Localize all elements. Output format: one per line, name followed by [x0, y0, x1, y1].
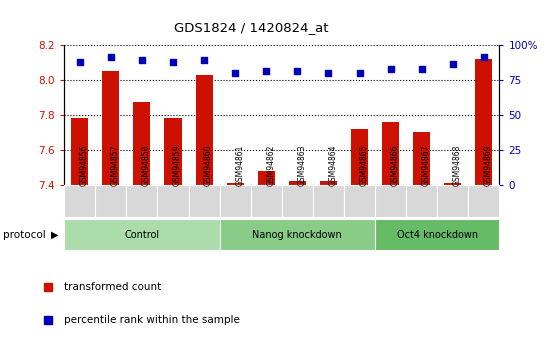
Bar — [195, 75, 213, 185]
Bar — [406, 185, 437, 217]
Bar — [64, 185, 95, 217]
Bar — [157, 185, 189, 217]
Point — [44, 317, 52, 323]
Point — [75, 59, 84, 65]
Text: GSM94862: GSM94862 — [266, 145, 275, 186]
Text: GSM94856: GSM94856 — [80, 145, 89, 186]
Point — [107, 55, 116, 60]
Bar — [382, 122, 399, 185]
Bar — [468, 185, 499, 217]
Text: GSM94865: GSM94865 — [359, 145, 368, 186]
Text: GSM94864: GSM94864 — [329, 145, 338, 186]
Bar — [227, 183, 244, 185]
Text: GSM94863: GSM94863 — [297, 145, 306, 186]
Point — [448, 62, 457, 67]
Point — [44, 284, 52, 290]
Point — [200, 58, 209, 63]
Bar — [475, 59, 492, 185]
Bar — [413, 132, 430, 185]
Point — [355, 70, 364, 76]
Text: GSM94860: GSM94860 — [204, 145, 213, 186]
Point — [230, 70, 239, 76]
Text: GSM94869: GSM94869 — [484, 145, 493, 186]
Bar — [133, 102, 151, 185]
Bar — [126, 185, 157, 217]
Text: GSM94857: GSM94857 — [111, 145, 120, 186]
Point — [293, 69, 302, 74]
Point — [262, 69, 271, 74]
Text: protocol: protocol — [3, 230, 46, 239]
Bar — [344, 185, 375, 217]
Text: GSM94866: GSM94866 — [391, 145, 400, 186]
Text: GDS1824 / 1420824_at: GDS1824 / 1420824_at — [174, 21, 328, 34]
Bar — [375, 219, 499, 250]
Bar — [220, 185, 251, 217]
Text: GSM94859: GSM94859 — [173, 145, 182, 186]
Text: GSM94858: GSM94858 — [142, 145, 151, 186]
Point — [386, 66, 395, 71]
Bar — [102, 71, 119, 185]
Bar — [282, 185, 313, 217]
Point — [169, 59, 177, 65]
Bar — [444, 183, 461, 185]
Point — [417, 66, 426, 71]
Bar — [71, 118, 88, 185]
Point — [479, 55, 488, 60]
Bar — [351, 129, 368, 185]
Bar — [437, 185, 468, 217]
Bar — [165, 118, 181, 185]
Bar — [320, 181, 337, 185]
Point — [324, 70, 333, 76]
Bar — [64, 219, 220, 250]
Text: GSM94868: GSM94868 — [453, 145, 462, 186]
Text: GSM94861: GSM94861 — [235, 145, 244, 186]
Text: Nanog knockdown: Nanog knockdown — [252, 230, 342, 239]
Bar — [95, 185, 126, 217]
Point — [137, 58, 146, 63]
Bar — [289, 181, 306, 185]
Text: GSM94867: GSM94867 — [422, 145, 431, 186]
Bar — [313, 185, 344, 217]
Bar — [189, 185, 220, 217]
Bar — [220, 219, 375, 250]
Bar — [258, 171, 275, 185]
Bar — [375, 185, 406, 217]
Text: Oct4 knockdown: Oct4 knockdown — [397, 230, 478, 239]
Text: percentile rank within the sample: percentile rank within the sample — [64, 315, 239, 325]
Text: ▶: ▶ — [51, 230, 59, 239]
Text: Control: Control — [124, 230, 160, 239]
Text: transformed count: transformed count — [64, 282, 161, 292]
Bar — [251, 185, 282, 217]
